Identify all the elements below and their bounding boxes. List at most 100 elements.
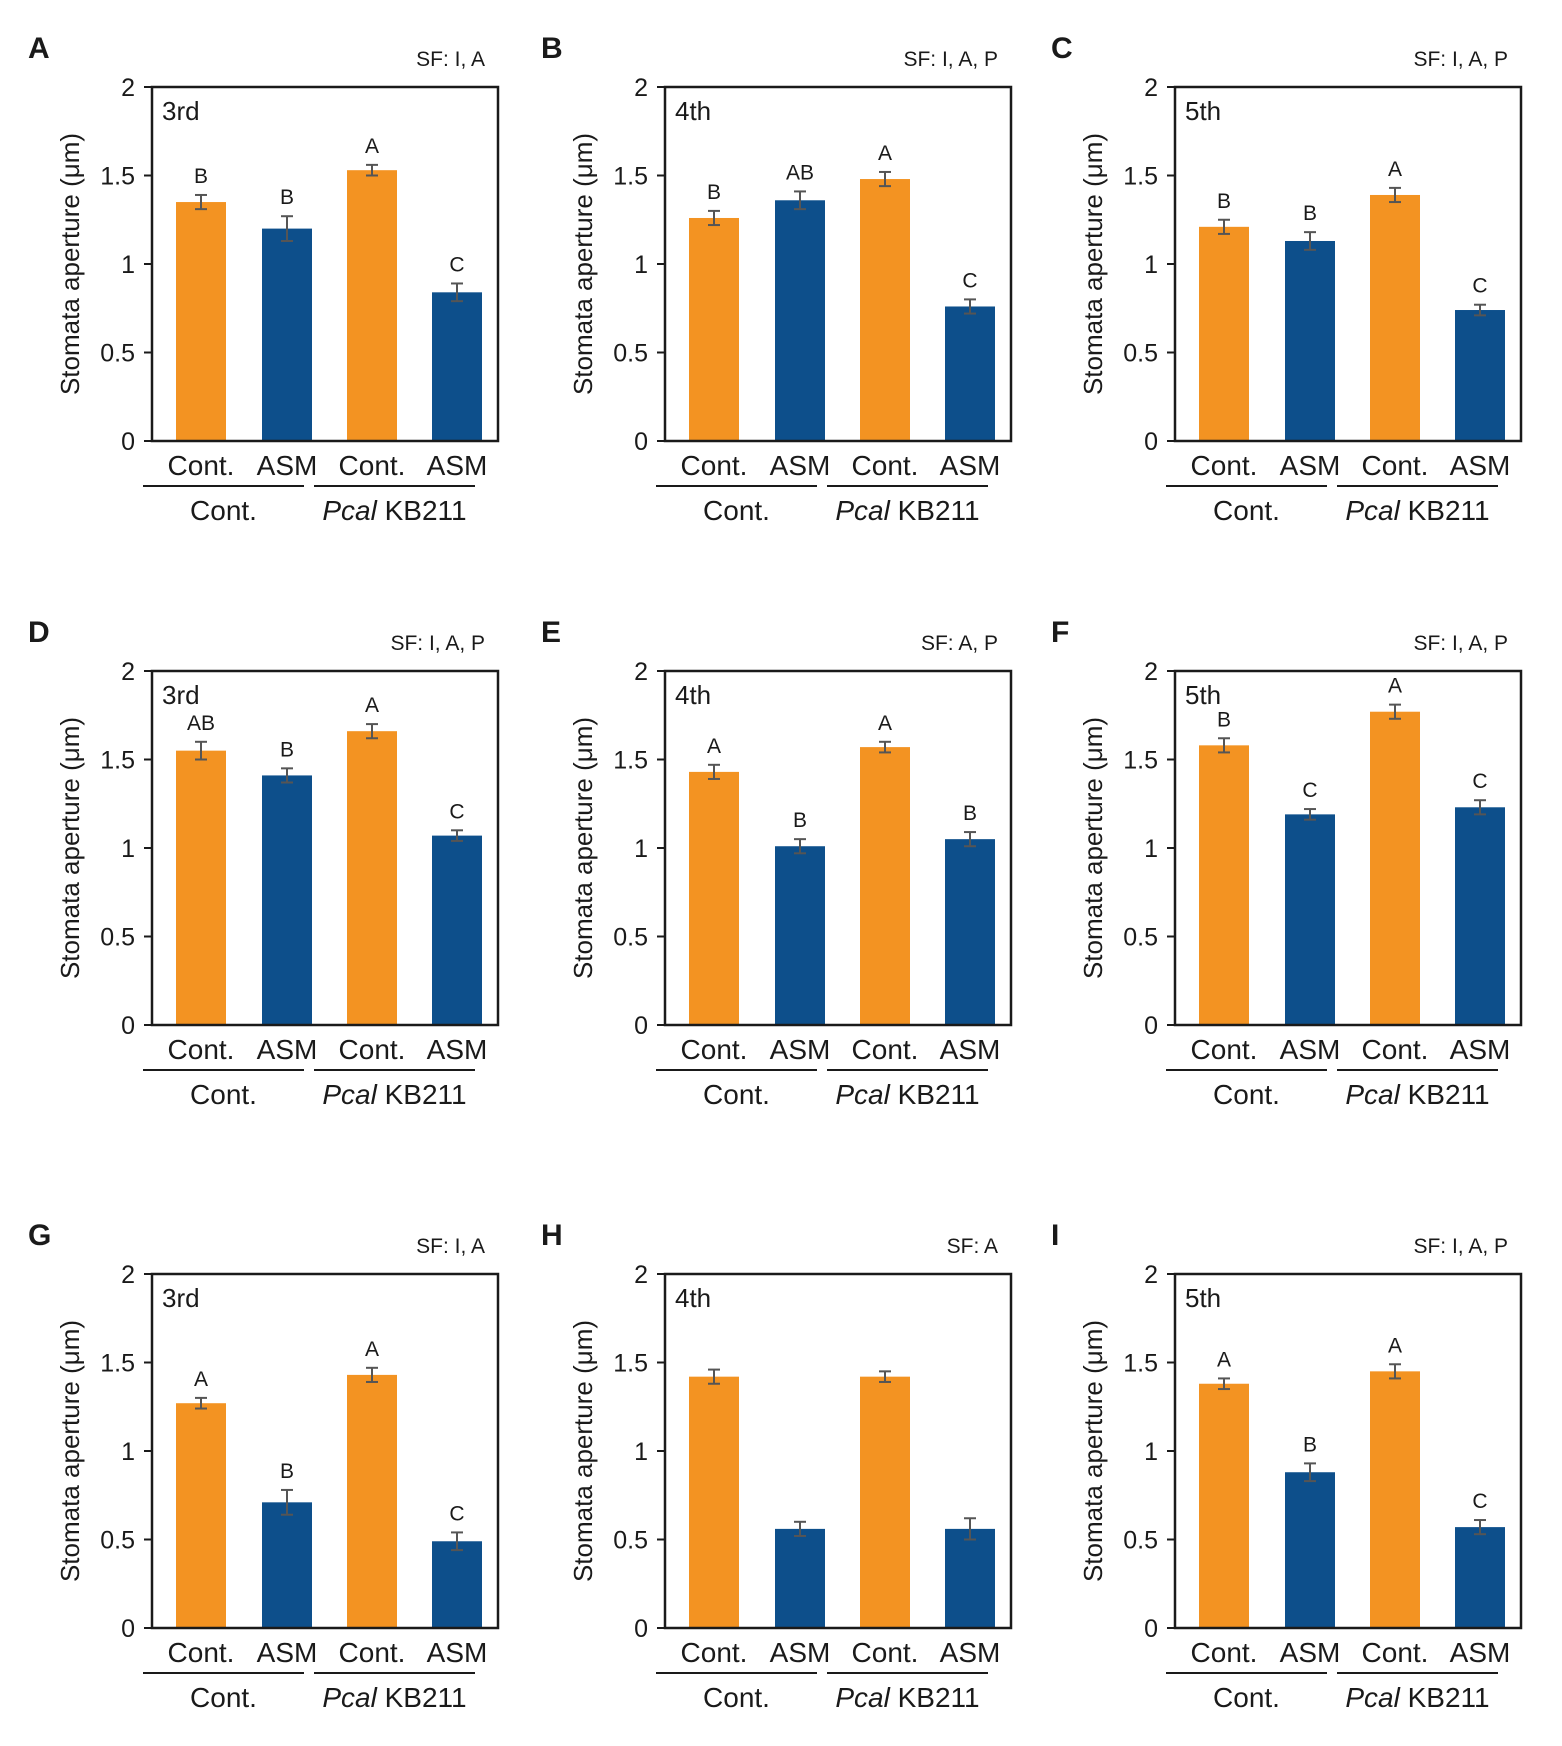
group-label: Pcal KB211 — [1345, 1682, 1489, 1713]
group-label-italic: Pcal — [1345, 1079, 1400, 1110]
group-label: Pcal KB211 — [322, 1079, 466, 1110]
category-label: Cont. — [1362, 450, 1429, 481]
significance-letter: A — [1388, 1334, 1402, 1357]
category-label: ASM — [940, 1637, 1001, 1668]
group-label: Pcal KB211 — [835, 1682, 979, 1713]
leaf-stage-label: 3rd — [162, 1283, 200, 1313]
y-axis-label: Stomata aperture (μm) — [568, 133, 598, 395]
bar-e-1 — [689, 771, 739, 1025]
significance-letter: B — [963, 802, 977, 825]
significance-letter: B — [1217, 190, 1231, 213]
significance-letter: B — [280, 1460, 294, 1483]
y-tick-label: 0 — [1144, 1615, 1158, 1643]
bar-i-1 — [1199, 1383, 1249, 1628]
significance-letter: A — [1388, 158, 1402, 181]
significance-letter: B — [793, 809, 807, 832]
y-tick-label: 0.5 — [1123, 340, 1158, 368]
category-label: ASM — [1450, 450, 1511, 481]
y-tick-label: 1 — [634, 835, 648, 863]
category-label: Cont. — [339, 1637, 406, 1668]
panel-f: F SF: I, A, P Stomata aperture (μm) 0 0.5 1 1.… — [1051, 616, 1523, 1110]
y-tick-label: 1.5 — [613, 1350, 648, 1378]
y-tick-label: 2 — [121, 658, 135, 686]
category-label: ASM — [1450, 1637, 1511, 1668]
category-label: ASM — [940, 450, 1001, 481]
significance-letter: A — [1217, 1348, 1231, 1371]
group-label-italic: Pcal — [835, 495, 890, 526]
category-label: ASM — [1450, 1034, 1511, 1065]
plot-frame — [150, 85, 500, 443]
bar-d-1 — [176, 750, 226, 1025]
group-label: Pcal KB211 — [322, 495, 466, 526]
y-tick-label: 1.5 — [613, 747, 648, 775]
group-label-italic: Pcal — [1345, 1682, 1400, 1713]
category-label: ASM — [770, 1034, 831, 1065]
y-axis-label: Stomata aperture (μm) — [55, 1320, 85, 1582]
bar-d-2 — [262, 775, 312, 1025]
significance-letter: B — [280, 738, 294, 761]
y-tick-label: 0 — [1144, 1012, 1158, 1040]
panel-g: G SF: I, A Stomata aperture (μm) 0 0.5 1 1.5 2 A… — [28, 1219, 500, 1713]
group-label-italic: Pcal — [322, 1079, 377, 1110]
bar-h-1 — [689, 1376, 739, 1628]
y-tick-label: 0.5 — [100, 340, 135, 368]
bar-b-2 — [775, 200, 825, 441]
y-tick-label: 0.5 — [100, 924, 135, 952]
y-axis-label: Stomata aperture (μm) — [568, 1320, 598, 1582]
significance-letter: B — [1303, 1433, 1317, 1456]
bar-a-2 — [262, 228, 312, 441]
panel-letter: A — [28, 32, 50, 65]
significance-letter: B — [707, 181, 721, 204]
y-tick-label: 2 — [1144, 1261, 1158, 1289]
bar-a-3 — [347, 170, 397, 441]
category-label: Cont. — [852, 1637, 919, 1668]
y-tick-label: 1 — [634, 1438, 648, 1466]
bar-i-3 — [1370, 1371, 1420, 1628]
bar-f-2 — [1285, 814, 1335, 1025]
bar-c-4 — [1455, 310, 1505, 441]
leaf-stage-label: 3rd — [162, 96, 200, 126]
category-label: Cont. — [681, 1637, 748, 1668]
significance-letter: A — [1388, 675, 1402, 698]
panel-c: C SF: I, A, P Stomata aperture (μm) 0 0.5 1 1.… — [1051, 32, 1523, 526]
plot-frame — [663, 1272, 1013, 1630]
panel-b: B SF: I, A, P Stomata aperture (μm) 0 0.5 1 1.… — [541, 32, 1013, 526]
category-label: Cont. — [1362, 1034, 1429, 1065]
significance-letter: A — [194, 1368, 208, 1391]
group-label: Cont. — [703, 1079, 770, 1110]
group-label: Pcal KB211 — [1345, 1079, 1489, 1110]
leaf-stage-label: 4th — [675, 680, 711, 710]
significance-letter: A — [878, 142, 892, 165]
significance-letter: B — [1217, 708, 1231, 731]
bar-e-4 — [945, 839, 995, 1025]
y-tick-label: 1 — [1144, 251, 1158, 279]
y-tick-label: 0 — [121, 1615, 135, 1643]
y-tick-label: 0.5 — [1123, 924, 1158, 952]
category-label: Cont. — [1191, 1034, 1258, 1065]
sf-annotation: SF: I, A, P — [390, 632, 485, 655]
category-label: Cont. — [339, 1034, 406, 1065]
category-label: ASM — [1280, 1034, 1341, 1065]
y-tick-label: 1 — [1144, 1438, 1158, 1466]
leaf-stage-label: 3rd — [162, 680, 200, 710]
panel-letter: H — [541, 1219, 563, 1252]
y-tick-label: 0.5 — [1123, 1527, 1158, 1555]
sf-annotation: SF: A — [947, 1235, 998, 1258]
category-label: Cont. — [852, 450, 919, 481]
y-tick-label: 1.5 — [613, 163, 648, 191]
leaf-stage-label: 4th — [675, 96, 711, 126]
significance-letter: C — [1472, 1490, 1487, 1513]
y-tick-label: 2 — [634, 74, 648, 102]
category-label: ASM — [940, 1034, 1001, 1065]
group-label: Cont. — [190, 495, 257, 526]
category-label: ASM — [770, 450, 831, 481]
bar-c-3 — [1370, 194, 1420, 441]
y-axis-label: Stomata aperture (μm) — [1078, 717, 1108, 979]
category-label: ASM — [427, 450, 488, 481]
category-label: Cont. — [339, 450, 406, 481]
category-label: Cont. — [168, 1034, 235, 1065]
significance-letter: A — [365, 135, 379, 158]
bar-b-3 — [860, 179, 910, 442]
category-label: ASM — [257, 1637, 318, 1668]
y-axis-label: Stomata aperture (μm) — [1078, 1320, 1108, 1582]
